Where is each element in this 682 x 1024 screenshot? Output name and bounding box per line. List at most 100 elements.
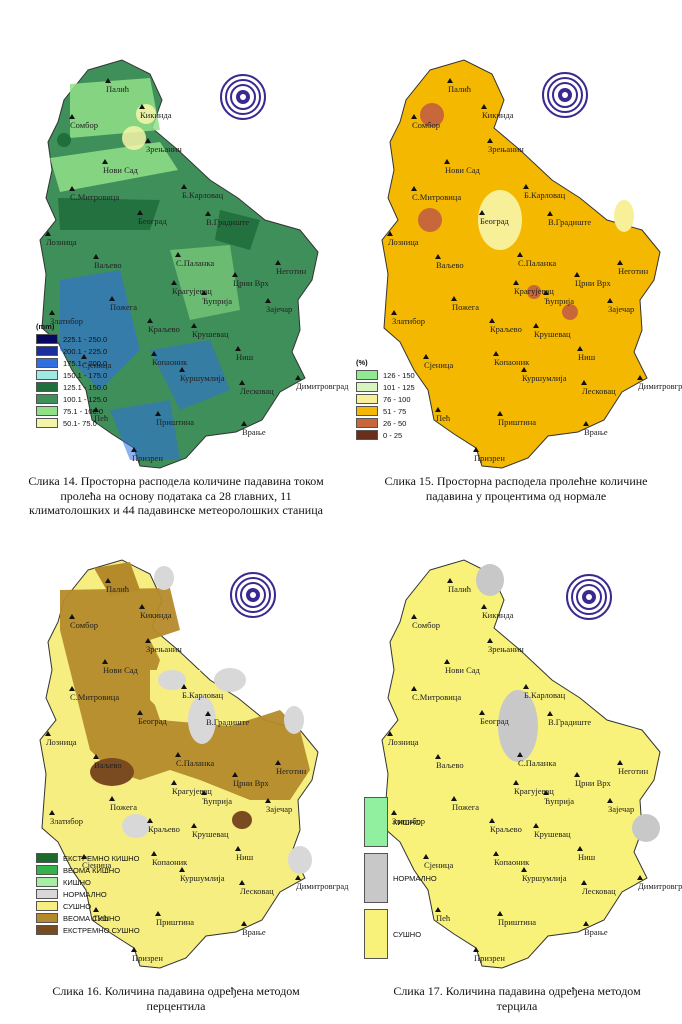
station-marker: [171, 780, 177, 785]
legend-entry: 76 - 100: [356, 393, 415, 405]
station-marker: [473, 947, 479, 952]
station-marker: [581, 880, 587, 885]
station-marker: [617, 260, 623, 265]
legend-swatch: [364, 909, 388, 959]
station-marker: [145, 638, 151, 643]
city-label: Зајечар: [266, 304, 292, 314]
station-marker: [93, 254, 99, 259]
station-marker: [543, 790, 549, 795]
legend-swatch: [36, 877, 58, 887]
city-label: Ћуприја: [202, 296, 232, 306]
station-marker: [109, 296, 115, 301]
city-label: С.Паланка: [176, 758, 214, 768]
legend-label: ЕКСТРЕМНО КИШНО: [63, 853, 140, 863]
legend-swatch: [36, 853, 58, 863]
city-label: С.Паланка: [518, 758, 556, 768]
station-marker: [191, 823, 197, 828]
station-marker: [517, 752, 523, 757]
city-label: Београд: [480, 216, 509, 226]
city-label: Палић: [448, 84, 472, 94]
station-marker: [93, 407, 99, 412]
station-marker: [481, 604, 487, 609]
city-label: Зајечар: [608, 804, 634, 814]
station-marker: [479, 710, 485, 715]
city-label: Димитровград: [296, 381, 349, 391]
city-label: Краљево: [490, 324, 522, 334]
city-label: Крушевац: [192, 829, 229, 839]
station-marker: [577, 346, 583, 351]
legend-entry: 126 - 150: [356, 369, 415, 381]
city-label: Крагујевац: [172, 286, 212, 296]
legend-unit: (%): [356, 358, 368, 367]
city-label: Призрен: [132, 953, 163, 963]
station-marker: [239, 880, 245, 885]
station-marker: [131, 947, 137, 952]
station-marker: [151, 351, 157, 356]
legend-label: 26 - 50: [383, 418, 407, 428]
legend-swatch: [36, 334, 58, 344]
city-label: Сомбор: [412, 120, 440, 130]
legend-label: СУШНО: [393, 929, 422, 939]
station-marker: [179, 367, 185, 372]
city-label: Призрен: [474, 953, 505, 963]
station-marker: [181, 684, 187, 689]
city-label: Ниш: [236, 852, 254, 862]
city-label: Крагујевац: [514, 286, 554, 296]
city-label: Палић: [448, 584, 472, 594]
station-marker: [295, 375, 301, 380]
station-marker: [411, 614, 417, 619]
city-label: Сјеница: [424, 860, 453, 870]
city-label: Приштина: [498, 917, 536, 927]
station-marker: [239, 380, 245, 385]
station-marker: [93, 754, 99, 759]
city-label: Лесковац: [240, 886, 274, 896]
station-marker: [387, 231, 393, 236]
caption-precipitation-mm: Слика 14. Просторна расподела количине п…: [28, 474, 324, 517]
city-label: Београд: [138, 716, 167, 726]
station-marker: [69, 114, 75, 119]
station-marker: [493, 351, 499, 356]
legend-swatch: [356, 406, 378, 416]
station-marker: [451, 296, 457, 301]
legend-entry: 100.1 - 125.0: [36, 393, 107, 405]
city-label: Ваљево: [436, 760, 464, 770]
station-marker: [201, 790, 207, 795]
station-marker: [444, 159, 450, 164]
station-marker: [102, 159, 108, 164]
legend-entry: КИШНО: [36, 876, 140, 888]
legend-entry: 51 - 75: [356, 405, 415, 417]
station-marker: [69, 186, 75, 191]
station-marker: [391, 310, 397, 315]
legend-swatch: [356, 370, 378, 380]
station-marker: [241, 921, 247, 926]
station-marker: [179, 867, 185, 872]
station-marker: [137, 210, 143, 215]
legend-swatch: [36, 406, 58, 416]
station-marker: [191, 323, 197, 328]
city-label: Нови Сад: [445, 665, 481, 675]
city-label: Златибор: [50, 316, 83, 326]
legend-entry: ЕКСТРЕМНО СУШНО: [36, 924, 140, 936]
station-marker: [205, 211, 211, 216]
city-label: Призрен: [132, 453, 163, 463]
station-marker: [155, 411, 161, 416]
legend-entry: КИШНО: [364, 794, 437, 850]
city-label: Ниш: [578, 352, 596, 362]
city-label: Б.Карловац: [524, 190, 566, 200]
legend-label: 50.1- 75.0: [63, 418, 97, 428]
city-label: С.Митровица: [70, 692, 119, 702]
city-label: Лесковац: [240, 386, 274, 396]
city-label: Сјеница: [82, 360, 111, 370]
station-marker: [435, 907, 441, 912]
station-marker: [181, 184, 187, 189]
city-label: Краљево: [490, 824, 522, 834]
city-label: Лозница: [388, 737, 419, 747]
city-label: В.Градиште: [548, 217, 591, 227]
station-marker: [69, 686, 75, 691]
city-label: Копаоник: [494, 357, 530, 367]
city-label: Ниш: [578, 852, 596, 862]
legend-swatch: [36, 889, 58, 899]
legend-entry: СУШНО: [36, 900, 140, 912]
city-label: Нови Сад: [445, 165, 481, 175]
legend-label: 51 - 75: [383, 406, 407, 416]
